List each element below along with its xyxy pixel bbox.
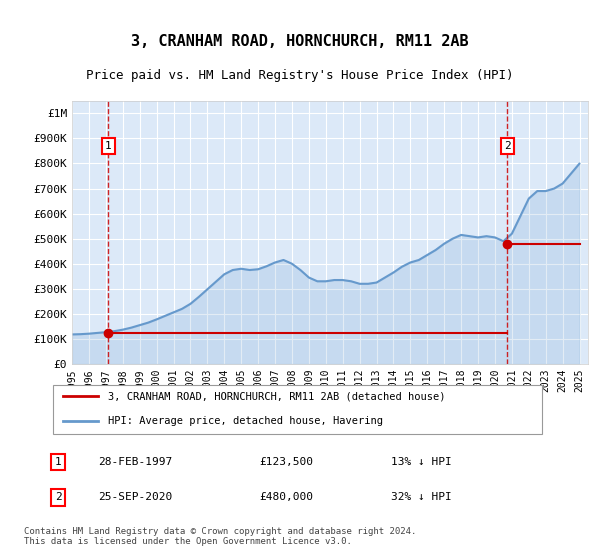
Text: £480,000: £480,000 <box>260 492 314 502</box>
Text: HPI: Average price, detached house, Havering: HPI: Average price, detached house, Have… <box>109 416 383 426</box>
Text: 25-SEP-2020: 25-SEP-2020 <box>98 492 173 502</box>
Text: 2: 2 <box>504 141 511 151</box>
Text: Price paid vs. HM Land Registry's House Price Index (HPI): Price paid vs. HM Land Registry's House … <box>86 69 514 82</box>
Text: 2: 2 <box>55 492 61 502</box>
Text: 1: 1 <box>55 457 61 467</box>
FancyBboxPatch shape <box>53 385 542 434</box>
Text: Contains HM Land Registry data © Crown copyright and database right 2024.
This d: Contains HM Land Registry data © Crown c… <box>23 526 416 546</box>
Text: 3, CRANHAM ROAD, HORNCHURCH, RM11 2AB (detached house): 3, CRANHAM ROAD, HORNCHURCH, RM11 2AB (d… <box>109 391 446 402</box>
Text: 1: 1 <box>105 141 112 151</box>
Text: 28-FEB-1997: 28-FEB-1997 <box>98 457 173 467</box>
Text: £123,500: £123,500 <box>260 457 314 467</box>
Text: 13% ↓ HPI: 13% ↓ HPI <box>391 457 451 467</box>
Text: 3, CRANHAM ROAD, HORNCHURCH, RM11 2AB: 3, CRANHAM ROAD, HORNCHURCH, RM11 2AB <box>131 34 469 49</box>
Text: 32% ↓ HPI: 32% ↓ HPI <box>391 492 451 502</box>
